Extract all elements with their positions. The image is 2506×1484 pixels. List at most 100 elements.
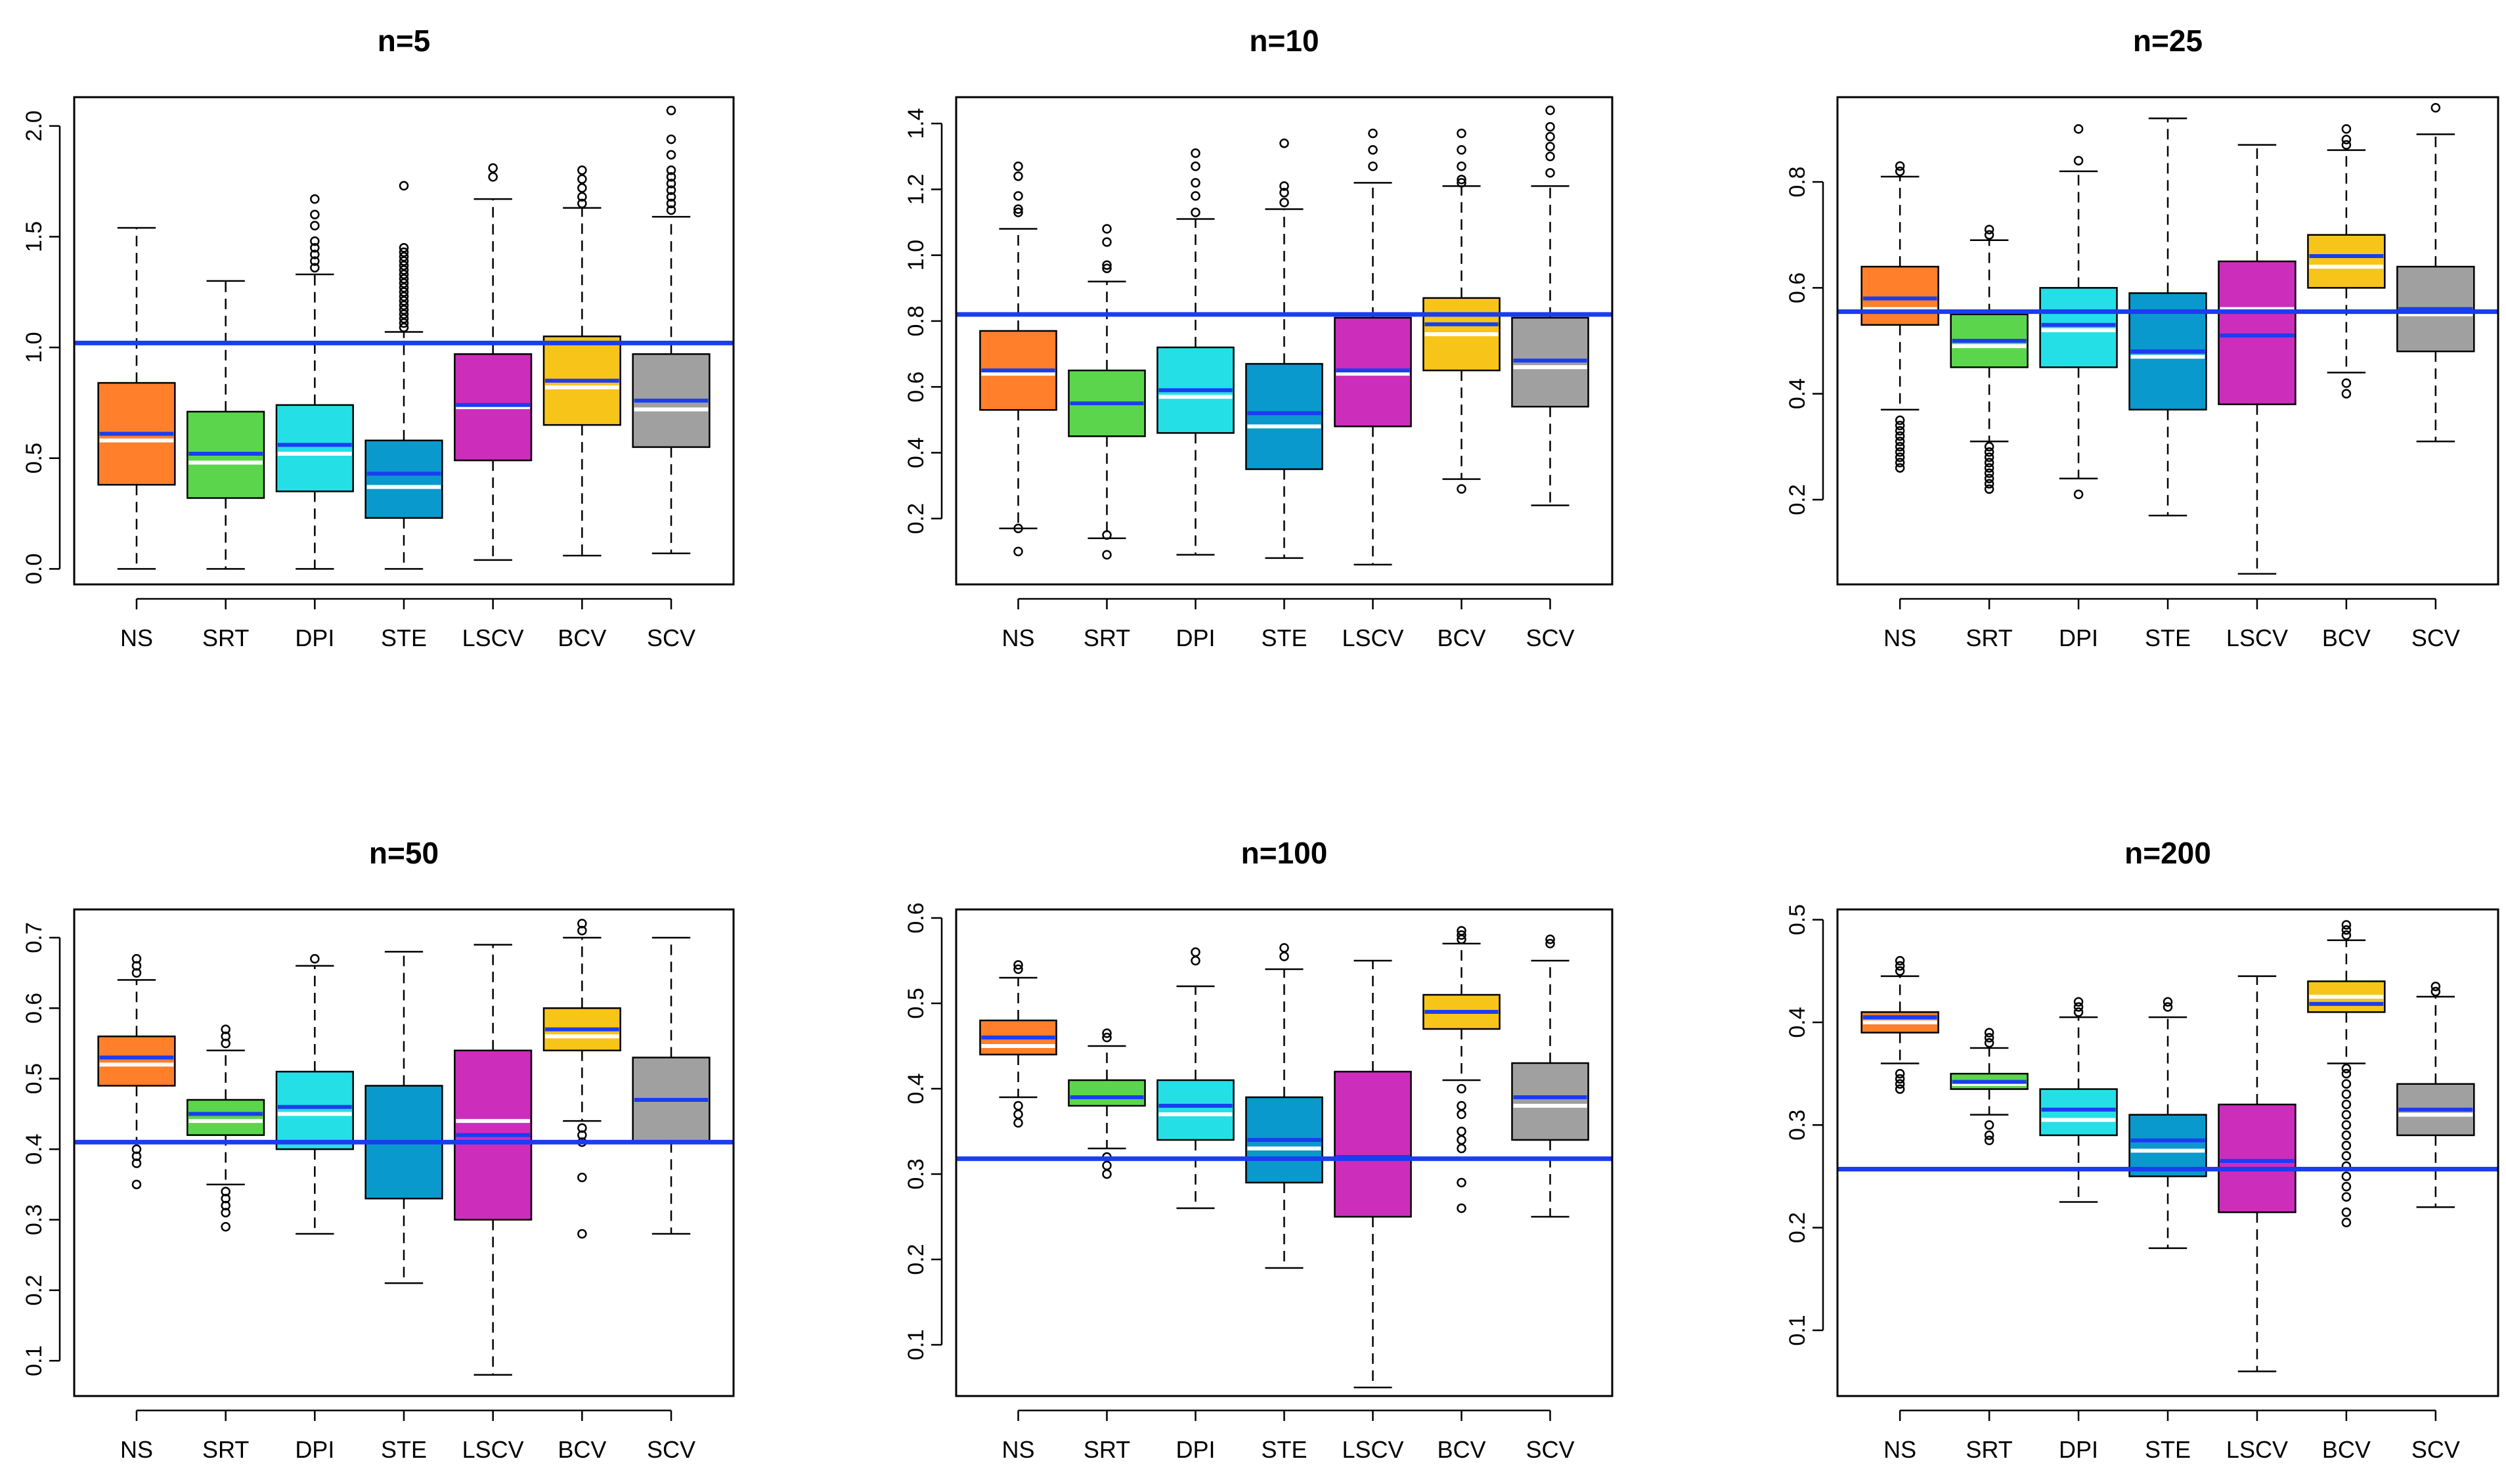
outlier-point <box>1984 1135 1994 1145</box>
plot-frame <box>1836 908 2499 1397</box>
x-tick-label: NS <box>120 624 153 651</box>
x-tick-label: SCV <box>1526 1436 1574 1463</box>
outlier-point <box>1984 442 1994 452</box>
x-tick-label: STE <box>381 624 427 651</box>
outlier-point <box>2341 1099 2352 1110</box>
outlier-point <box>2341 925 2352 935</box>
panel-6: n=200 0.1 0.2 0.3 0.4 0.5 NS SRT DPI STE LSCV BCV SC… <box>1785 836 2499 1463</box>
outlier-point <box>2341 378 2352 388</box>
outlier-point <box>1102 1028 1112 1038</box>
y-tick-label: 0.5 <box>22 443 47 473</box>
outlier-point <box>399 265 409 275</box>
box-ns <box>1860 161 1939 473</box>
outlier-point <box>2341 1207 2352 1217</box>
box-scv <box>632 105 711 555</box>
box-dpi <box>2039 124 2118 500</box>
y-tick-label: 1.0 <box>904 240 929 271</box>
outlier-point <box>2341 1120 2352 1130</box>
box-dpi <box>1156 947 1235 1210</box>
iqr-box <box>2218 1103 2297 1213</box>
x-tick-label: DPI <box>1176 1436 1215 1463</box>
x-tick-label: BCV <box>2322 624 2371 651</box>
x-tick-label: SCV <box>2411 624 2460 651</box>
outlier-point <box>1895 442 1905 452</box>
x-tick-label: SCV <box>647 1436 695 1463</box>
x-tick-label: STE <box>2145 1436 2191 1463</box>
outlier-point <box>1457 1109 1466 1120</box>
outlier-point <box>2341 1064 2352 1074</box>
outlier-point <box>1457 930 1466 940</box>
outlier-point <box>1895 961 1905 971</box>
outlier-point <box>1279 951 1289 961</box>
outlier-point <box>1279 181 1289 191</box>
panel-title: n=200 <box>2124 836 2211 870</box>
outlier-point <box>399 314 409 324</box>
y-tick-label: 0.2 <box>1785 1212 1810 1243</box>
y-tick-label: 0.5 <box>904 988 929 1018</box>
outlier-point <box>399 282 409 293</box>
outlier-point <box>399 309 409 319</box>
outlier-point <box>666 185 676 195</box>
box-ste <box>1245 943 1323 1269</box>
x-tick-label: SRT <box>1084 624 1130 651</box>
outlier-point <box>1013 1118 1023 1128</box>
y-tick-label: 0.5 <box>22 1063 47 1094</box>
box-lscv <box>454 163 533 561</box>
outlier-point <box>1457 144 1466 155</box>
iqr-box <box>275 1070 354 1150</box>
outlier-point <box>1895 426 1905 436</box>
outlier-point <box>1895 420 1905 431</box>
outlier-point <box>1895 1068 1905 1079</box>
outlier-point <box>1191 148 1200 158</box>
y-tick-label: 0.2 <box>22 1275 47 1305</box>
outlier-point <box>399 287 409 297</box>
outlier-point <box>2341 135 2352 144</box>
outlier-point <box>1368 144 1378 155</box>
outlier-point <box>577 919 587 928</box>
outlier-point <box>1545 141 1555 152</box>
outlier-point <box>2341 389 2352 399</box>
outlier-point <box>131 953 142 964</box>
outlier-point <box>2341 1192 2352 1202</box>
outlier-point <box>1545 131 1555 142</box>
outlier-point <box>1279 943 1289 953</box>
outlier-point <box>2341 1110 2352 1120</box>
outlier-point <box>488 163 498 173</box>
x-tick-label: BCV <box>1437 624 1485 651</box>
outlier-point <box>1013 171 1023 181</box>
outlier-point <box>221 1038 231 1049</box>
outlier-point <box>131 1158 142 1168</box>
outlier-point <box>1013 1101 1023 1111</box>
outlier-point <box>2341 1068 2352 1079</box>
outlier-point <box>1368 128 1378 139</box>
outlier-point <box>131 1144 142 1154</box>
outlier-point <box>221 1024 231 1034</box>
outlier-point <box>1013 964 1023 974</box>
y-tick-label: 0.6 <box>22 993 47 1024</box>
outlier-point <box>1191 191 1200 201</box>
box-ns <box>97 953 176 1190</box>
outlier-point <box>1102 237 1112 247</box>
outlier-point <box>1013 1109 1023 1120</box>
outlier-point <box>310 250 320 259</box>
x-tick-label: LSCV <box>2226 624 2288 651</box>
x-tick-label: DPI <box>1176 624 1215 651</box>
outlier-point <box>1102 1169 1112 1179</box>
x-tick-label: SRT <box>202 1436 249 1463</box>
outlier-point <box>221 1200 231 1211</box>
outlier-point <box>1545 121 1555 132</box>
iqr-box <box>1334 1070 1412 1218</box>
outlier-point <box>2430 986 2441 997</box>
outlier-point <box>1895 463 1905 473</box>
iqr-box <box>2128 1114 2207 1177</box>
outlier-point <box>399 305 409 315</box>
panel-3: n=25 0.2 0.4 0.6 0.8 NS SRT DPI STE LSCV BCV SCV <box>1785 24 2499 651</box>
x-tick-label: NS <box>1001 624 1034 651</box>
box-bcv <box>1422 926 1501 1213</box>
outlier-point <box>1984 473 1994 483</box>
outlier-point <box>1457 1126 1466 1137</box>
panel-2: n=10 0.2 0.4 0.6 0.8 1.0 1.2 1.4 NS SRT DPI STE LSCV… <box>904 24 1614 651</box>
outlier-point <box>1984 452 1994 462</box>
outlier-point <box>1102 263 1112 273</box>
